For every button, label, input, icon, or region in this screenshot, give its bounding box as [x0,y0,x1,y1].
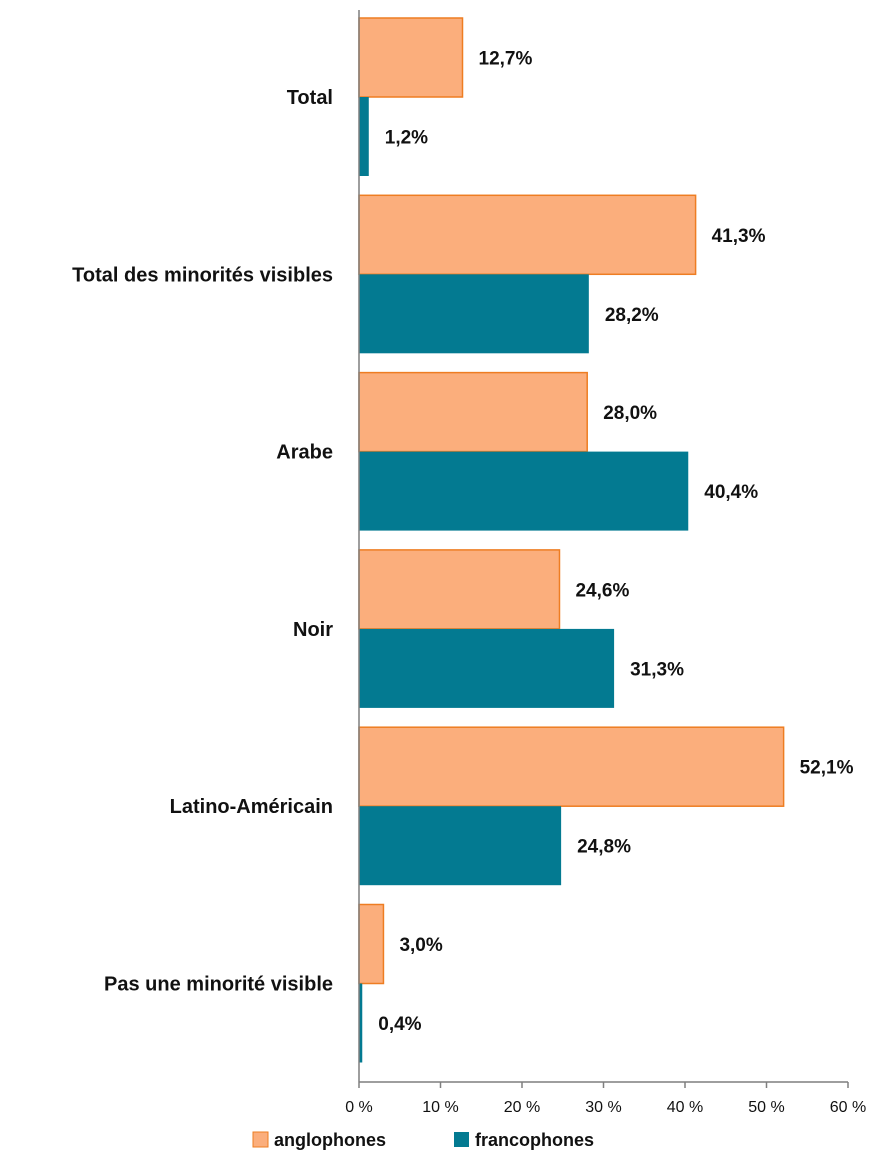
bar-francophones-pas-une-minorite-visible [359,983,363,1063]
bar-anglophones-total [358,17,464,98]
bar-francophones-total [359,97,369,176]
value-label-anglophones-total-des-minorites-visibles: 41,3% [712,226,766,247]
bar-anglophones-pas-une-minorite-visible [358,903,385,985]
value-label-francophones-latino-americain: 24,8% [577,837,631,858]
category-label-arabe: Arabe [276,442,333,464]
bar-francophones-latino-americain [359,806,562,886]
value-label-francophones-noir: 31,3% [630,659,684,680]
value-label-francophones-arabe: 40,4% [704,482,758,503]
bar-anglophones-latino-americain [358,726,785,807]
x-tick-label: 20 % [504,1099,540,1116]
value-label-francophones-total-des-minorites-visibles: 28,2% [605,305,659,326]
x-tick-label: 40 % [667,1099,703,1116]
value-label-anglophones-latino-americain: 52,1% [800,758,854,779]
category-label-noir: Noir [293,619,333,641]
value-label-anglophones-pas-une-minorite-visible: 3,0% [399,935,442,956]
value-label-anglophones-total: 12,7% [479,49,533,70]
legend-label-francophones: francophones [475,1130,594,1150]
value-label-francophones-pas-une-minorite-visible: 0,4% [378,1014,421,1035]
x-tick-label: 0 % [345,1099,373,1116]
x-tick-label: 10 % [422,1099,458,1116]
value-label-francophones-total: 1,2% [385,128,428,149]
bar-francophones-total-des-minorites-visibles [359,274,589,354]
bar-francophones-arabe [359,451,689,531]
category-label-total-des-minorites-visibles: Total des minorités visibles [72,264,333,286]
x-tick-label: 60 % [830,1099,866,1116]
bar-anglophones-arabe [358,371,588,453]
category-label-total: Total [287,87,333,109]
category-label-latino-americain: Latino-Américain [170,796,333,818]
legend-swatch-francophones [454,1132,469,1147]
bar-anglophones-noir [358,549,561,630]
bar-francophones-noir [359,628,615,708]
x-tick-label: 30 % [585,1099,621,1116]
value-label-anglophones-arabe: 28,0% [603,403,657,424]
category-label-pas-une-minorite-visible: Pas une minorité visible [104,974,333,996]
x-tick-label: 50 % [748,1099,784,1116]
legend-swatch-anglophones [252,1131,269,1148]
value-label-anglophones-noir: 24,6% [575,580,629,601]
bar-anglophones-total-des-minorites-visibles [358,194,697,276]
legend-label-anglophones: anglophones [274,1130,386,1150]
